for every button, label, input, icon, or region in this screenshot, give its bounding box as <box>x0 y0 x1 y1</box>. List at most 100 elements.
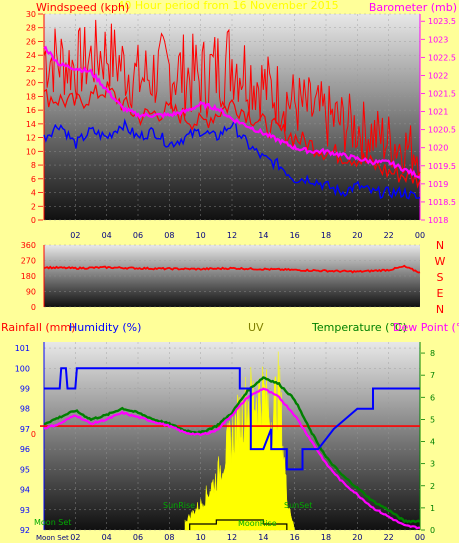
wind-x-tick-label: 10 <box>196 231 206 240</box>
chart-title: 40 Hour period from 16 November 2015 <box>117 0 338 12</box>
windspeed-tick-label: 8 <box>31 161 36 170</box>
temp-x-tick-label: 10 <box>196 533 206 542</box>
wind-x-tick-label: 08 <box>164 231 174 240</box>
temp-x-tick-label: 02 <box>70 533 80 542</box>
humidity-tick-label: 100 <box>15 364 30 373</box>
windspeed-tick-label: 26 <box>26 37 36 46</box>
temperature-tick-label: 3 <box>430 460 435 469</box>
windspeed-tick-label: 16 <box>26 106 36 115</box>
temp-x-tick-label: 20 <box>352 533 362 542</box>
humidity-tick-label: 99 <box>20 384 30 393</box>
humidity-axis-label: Humidity (%) <box>69 321 141 334</box>
temperature-tick-label: 4 <box>430 438 435 447</box>
windspeed-tick-label: 0 <box>31 216 36 225</box>
humidity-tick-label: 96 <box>20 445 30 454</box>
windspeed-tick-label: 18 <box>26 92 36 101</box>
moon-set-axis-label: Moon Set <box>36 534 69 542</box>
direction-label-e: E <box>437 287 444 300</box>
temperature-tick-label: 8 <box>430 349 435 358</box>
humidity-tick-label: 101 <box>15 344 30 353</box>
barometer-tick-label: 1021.5 <box>428 90 456 99</box>
wind-x-tick-label: 12 <box>227 231 237 240</box>
direction-plot-area <box>44 245 420 307</box>
temp-x-tick-label: 16 <box>290 533 300 542</box>
barometer-axis-label: Barometer (mb) <box>369 1 457 14</box>
barometer-tick-label: 1022 <box>428 71 448 80</box>
dewpoint-axis-label: Dew Point (°C) <box>393 321 459 334</box>
direction-label-s: S <box>437 271 444 284</box>
barometer-tick-label: 1023.5 <box>428 17 456 26</box>
daylight-indicator <box>189 519 288 530</box>
humidity-tick-label: 94 <box>20 486 30 495</box>
barometer-line <box>43 45 421 179</box>
direction-tick-label: 0 <box>31 303 36 312</box>
windspeed-line <box>43 81 421 189</box>
wind-x-tick-label: 20 <box>352 231 362 240</box>
barometer-tick-label: 1022.5 <box>428 53 456 62</box>
wind-x-tick-label: 06 <box>133 231 143 240</box>
windspeed-tick-label: 2 <box>31 202 36 211</box>
direction-tick-label: 360 <box>21 241 36 250</box>
temp-x-tick-label: 22 <box>384 533 394 542</box>
direction-tick-label: 180 <box>21 272 36 281</box>
wind-average-line <box>43 118 421 200</box>
windspeed-tick-label: 12 <box>26 134 36 143</box>
temp-x-tick-label: 06 <box>133 533 143 542</box>
barometer-tick-label: 1023 <box>428 35 448 44</box>
windspeed-tick-label: 22 <box>26 65 36 74</box>
humidity-tick-label: 92 <box>20 526 30 535</box>
wind-direction-line <box>43 264 421 274</box>
wind-x-tick-label: 14 <box>258 231 268 240</box>
humidity-tick-label: 97 <box>20 425 30 434</box>
windspeed-tick-label: 30 <box>26 10 36 19</box>
temperature-tick-label: 1 <box>430 504 435 513</box>
wind-x-tick-label: 22 <box>384 231 394 240</box>
wind-x-tick-label: 04 <box>102 231 112 240</box>
humidity-tick-label: 95 <box>20 465 30 474</box>
barometer-tick-label: 1020 <box>428 144 448 153</box>
temperature-line <box>43 376 421 524</box>
moon-set-annotation: Moon Set <box>34 518 71 527</box>
wind-x-tick-label: 00 <box>415 231 425 240</box>
temperature-tick-label: 6 <box>430 393 435 402</box>
barometer-tick-label: 1018.5 <box>428 198 456 207</box>
windspeed-tick-label: 20 <box>26 79 36 88</box>
temperature-tick-label: 7 <box>430 371 435 380</box>
temperature-tick-label: 0 <box>430 526 435 535</box>
direction-label-w: W <box>435 255 446 268</box>
temp-x-tick-label: 12 <box>227 533 237 542</box>
temperature-tick-label: 2 <box>430 482 435 491</box>
direction-tick-label: 270 <box>21 257 36 266</box>
barometer-tick-label: 1019 <box>428 180 448 189</box>
gust-line <box>43 19 421 177</box>
wind-x-tick-label: 02 <box>70 231 80 240</box>
wind-x-tick-label: 18 <box>321 231 331 240</box>
sunrise-annotation: SunRise <box>163 501 195 510</box>
temp-x-tick-label: 18 <box>321 533 331 542</box>
barometer-tick-label: 1020.5 <box>428 126 456 135</box>
temp-x-tick-label: 04 <box>102 533 112 542</box>
wind-x-tick-label: 16 <box>290 231 300 240</box>
rain-zero-label: 0 <box>31 430 36 439</box>
windspeed-tick-label: 10 <box>26 147 36 156</box>
uv-axis-label: UV <box>248 321 264 334</box>
humidity-tick-label: 93 <box>20 506 30 515</box>
windspeed-axis-label: Windspeed (kph) <box>36 1 129 14</box>
direction-tick-label: 90 <box>26 288 36 297</box>
temp-x-tick-label: 00 <box>415 533 425 542</box>
temp-x-tick-label: 08 <box>164 533 174 542</box>
temperature-axis-label: Temperature (°C) <box>311 321 407 334</box>
barometer-tick-label: 1018 <box>428 216 448 225</box>
humidity-line <box>44 367 420 471</box>
uv-area <box>184 351 296 531</box>
dew-point-line <box>44 387 420 530</box>
barometer-tick-label: 1019.5 <box>428 162 456 171</box>
windspeed-tick-label: 6 <box>31 175 36 184</box>
barometer-tick-label: 1021 <box>428 108 448 117</box>
rainfall-axis-label: Rainfall (mm) <box>1 321 75 334</box>
windspeed-tick-label: 4 <box>31 189 36 198</box>
windspeed-tick-label: 28 <box>26 24 36 33</box>
windspeed-tick-label: 14 <box>26 120 36 129</box>
sunset-annotation: SunSet <box>284 501 312 510</box>
